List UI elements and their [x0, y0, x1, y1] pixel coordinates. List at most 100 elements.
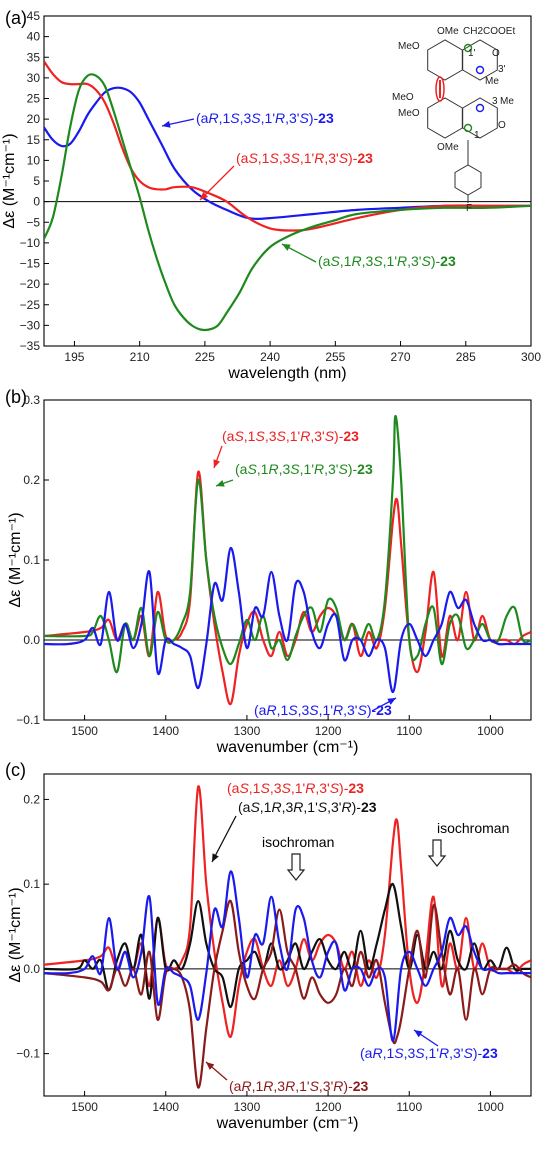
isochroman-arrow	[427, 839, 447, 867]
series-arrow-line	[199, 165, 235, 201]
series-arrow-head	[213, 459, 221, 468]
series-label: (aS,1R,3S,1'R,3'S)-23	[318, 253, 456, 269]
y-axis-label: Δε (M⁻¹cm⁻¹)	[1, 133, 18, 228]
series-arrow-head	[162, 120, 171, 128]
y-tick-label: 0.3	[23, 393, 40, 407]
series-arrow-head	[282, 244, 291, 251]
y-tick-label: 0.2	[23, 473, 40, 487]
y-tick-label: 0.0	[23, 962, 40, 976]
series-label: (aS,1S,3S,1'R,3'S)-23	[236, 150, 373, 166]
y-tick-label: 30	[27, 71, 41, 85]
x-tick-label: 1000	[477, 724, 504, 738]
molecule-label: OMe	[437, 26, 459, 37]
y-tick-label: 45	[27, 9, 41, 23]
y-axis-label: Δε (M⁻¹cm⁻¹)	[7, 512, 24, 607]
stereocenter-marker	[475, 103, 485, 113]
x-tick-label: 240	[260, 350, 280, 364]
y-tick-label: −15	[20, 257, 41, 271]
y-tick-label: 35	[27, 50, 41, 64]
y-tick-label: −20	[20, 277, 41, 291]
lower-ring	[427, 97, 463, 139]
y-tick-label: −5	[26, 215, 40, 229]
x-tick-label: 1200	[315, 724, 342, 738]
series-line	[44, 546, 531, 694]
y-tick-label: −0.1	[16, 1047, 40, 1061]
y-tick-label: 0	[33, 195, 40, 209]
x-tick-label: 255	[325, 350, 345, 364]
stereocenter-marker	[463, 43, 473, 53]
x-tick-label: 1500	[71, 724, 98, 738]
series-line	[44, 870, 531, 1043]
series-label: (aS,1R,3R,1'S,3'R)-23	[238, 799, 377, 815]
molecule-label: O	[492, 48, 500, 59]
lower-pyran-ring	[462, 97, 498, 139]
series-group	[44, 414, 531, 706]
upper-ring	[427, 39, 463, 81]
y-tick-label: 40	[27, 30, 41, 44]
series-label: (aR,1S,3S,1'R,3'S)-23	[360, 1045, 498, 1061]
series-arrow-head	[200, 191, 209, 200]
upper-pyran-ring	[462, 39, 498, 81]
isochroman-annotation: isochroman	[262, 834, 334, 850]
series-label: (aR,1R,3R,1'S,3'R)-23	[229, 1078, 369, 1094]
x-tick-label: 285	[456, 350, 476, 364]
series-line	[44, 899, 531, 1089]
y-tick-label: −30	[20, 318, 41, 332]
y-tick-label: −0.1	[16, 713, 40, 727]
molecule-label: 3'	[498, 64, 506, 75]
annotations-c: (aS,1S,3S,1'R,3'S)-23 (aS,1R,3R,1'S,3'R)-…	[205, 780, 509, 1094]
y-tick-label: 25	[27, 92, 41, 106]
x-tick-label: 1500	[71, 1100, 98, 1114]
series-arrow-head	[206, 1062, 215, 1070]
molecule-label: 1	[474, 130, 480, 141]
molecule-label: MeO	[398, 108, 420, 119]
series-line	[44, 73, 531, 332]
x-tick-label: 300	[521, 350, 541, 364]
series-label: (aR,1S,3S,1'R,3'S)-23	[254, 702, 392, 718]
series-line	[44, 414, 531, 674]
y-tick-label: −10	[20, 236, 41, 250]
y-tick-label: −25	[20, 298, 41, 312]
series-arrow-head	[216, 480, 225, 487]
y-tick-label: 0.0	[23, 633, 40, 647]
x-tick-label: 210	[130, 350, 150, 364]
series-label: (aS,1R,3S,1'R,3'S)-23	[235, 461, 373, 477]
y-tick-label: −35	[20, 339, 41, 353]
series-arrow-line	[211, 815, 237, 863]
y-tick-label: 0.2	[23, 792, 40, 806]
molecule-label: O	[498, 120, 506, 131]
x-tick-label: 1300	[234, 1100, 261, 1114]
x-axis-label: wavenumber (cm⁻¹)	[216, 739, 359, 756]
molecule-label: CH2COOEt	[463, 26, 515, 37]
molecule-label: Me	[485, 76, 499, 87]
molecule-label: OMe	[437, 142, 459, 153]
series-group	[44, 785, 531, 1089]
panel-label: (c)	[5, 760, 26, 780]
y-tick-label: 20	[27, 112, 41, 126]
molecule-label: Me	[500, 96, 514, 107]
axis-highlight	[435, 76, 445, 102]
x-tick-label: 1300	[234, 724, 261, 738]
series-line	[44, 882, 531, 1009]
series-arrow-head	[212, 853, 219, 862]
x-axis-label: wavelength (nm)	[227, 365, 346, 382]
y-tick-label: 0.1	[23, 877, 40, 891]
molecule-label: MeO	[398, 41, 420, 52]
series-label: (aR,1S,3S,1'R,3'S)-23	[196, 110, 334, 126]
series-arrow-head	[387, 698, 396, 705]
x-axis-label: wavenumber (cm⁻¹)	[216, 1115, 359, 1132]
y-tick-label: 15	[27, 133, 41, 147]
panel-label: (a)	[5, 8, 27, 28]
x-tick-label: 1100	[396, 724, 422, 738]
x-tick-label: 1000	[477, 1100, 504, 1114]
series-arrow-head	[414, 1030, 423, 1038]
molecule-label: 1'	[468, 48, 476, 59]
series-label: (aS,1S,3S,1'R,3'S)-23	[222, 428, 359, 444]
isochroman-arrow	[286, 853, 306, 881]
fluorophenyl-ring	[454, 164, 482, 196]
chart-panel-c: (c) 1500 1400 1300 1200 1100 1000 −0.1 0.0 0.1 0.2…	[5, 760, 532, 1132]
x-tick-label: 1400	[152, 1100, 179, 1114]
x-tick-label: 1400	[152, 724, 179, 738]
x-tick-label: 270	[391, 350, 411, 364]
